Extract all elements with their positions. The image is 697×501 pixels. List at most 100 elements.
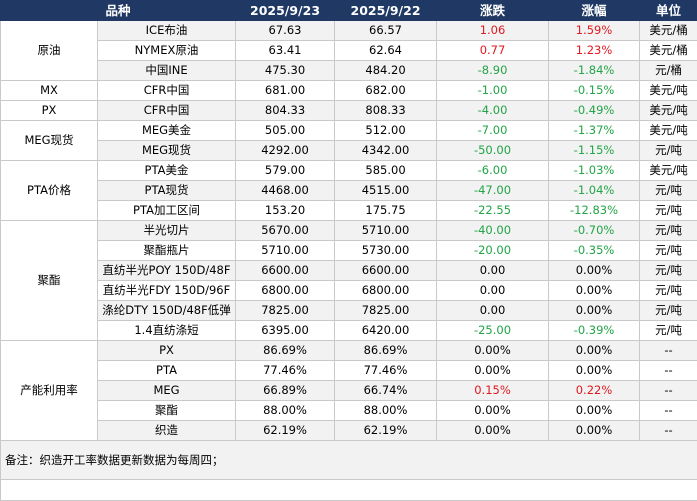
unit-cell: 元/吨 bbox=[640, 281, 697, 301]
value-date1-cell: 67.63 bbox=[236, 21, 335, 41]
item-cell: 聚酯 bbox=[98, 401, 236, 421]
header-product: 品种 bbox=[1, 1, 236, 21]
unit-cell: -- bbox=[640, 401, 697, 421]
header-row: 品种 2025/9/23 2025/9/22 涨跌 涨幅 单位 bbox=[1, 1, 697, 21]
category-cell: PX bbox=[1, 101, 98, 121]
value-date1-cell: 4468.00 bbox=[236, 181, 335, 201]
change-cell: 0.00% bbox=[437, 361, 549, 381]
header-unit: 单位 bbox=[640, 1, 697, 21]
value-date2-cell: 88.00% bbox=[335, 401, 437, 421]
change-pct-cell: -0.35% bbox=[549, 241, 640, 261]
unit-cell: -- bbox=[640, 341, 697, 361]
change-pct-cell: 0.00% bbox=[549, 281, 640, 301]
unit-cell: -- bbox=[640, 361, 697, 381]
value-date2-cell: 512.00 bbox=[335, 121, 437, 141]
unit-cell: 元/吨 bbox=[640, 201, 697, 221]
item-cell: ICE布油 bbox=[98, 21, 236, 41]
change-cell: 0.00 bbox=[437, 301, 549, 321]
change-cell: -4.00 bbox=[437, 101, 549, 121]
change-pct-cell: 0.00% bbox=[549, 421, 640, 441]
item-cell: CFR中国 bbox=[98, 101, 236, 121]
item-cell: 1.4直纺涤短 bbox=[98, 321, 236, 341]
change-pct-cell: -1.03% bbox=[549, 161, 640, 181]
value-date2-cell: 66.57 bbox=[335, 21, 437, 41]
change-pct-cell: 1.59% bbox=[549, 21, 640, 41]
category-cell: 产能利用率 bbox=[1, 341, 98, 441]
value-date2-cell: 7825.00 bbox=[335, 301, 437, 321]
item-cell: MEG美金 bbox=[98, 121, 236, 141]
header-date2: 2025/9/22 bbox=[335, 1, 437, 21]
change-pct-cell: -0.49% bbox=[549, 101, 640, 121]
change-cell: -20.00 bbox=[437, 241, 549, 261]
change-pct-cell: -12.83% bbox=[549, 201, 640, 221]
unit-cell: 美元/吨 bbox=[640, 121, 697, 141]
value-date1-cell: 153.20 bbox=[236, 201, 335, 221]
change-pct-cell: 0.00% bbox=[549, 301, 640, 321]
category-cell: PTA价格 bbox=[1, 161, 98, 221]
change-cell: -40.00 bbox=[437, 221, 549, 241]
item-cell: PTA美金 bbox=[98, 161, 236, 181]
unit-cell: 美元/吨 bbox=[640, 101, 697, 121]
item-cell: 中国INE bbox=[98, 61, 236, 81]
blank-cell bbox=[1, 480, 697, 501]
unit-cell: -- bbox=[640, 381, 697, 401]
unit-cell: 元/吨 bbox=[640, 141, 697, 161]
item-cell: 直纺半光FDY 150D/96F bbox=[98, 281, 236, 301]
value-date2-cell: 66.74% bbox=[335, 381, 437, 401]
unit-cell: 元/吨 bbox=[640, 301, 697, 321]
change-cell: 0.77 bbox=[437, 41, 549, 61]
category-cell: MEG现货 bbox=[1, 121, 98, 161]
unit-cell: 元/吨 bbox=[640, 181, 697, 201]
change-cell: 0.15% bbox=[437, 381, 549, 401]
change-cell: -22.55 bbox=[437, 201, 549, 221]
unit-cell: 元/吨 bbox=[640, 241, 697, 261]
change-cell: 0.00% bbox=[437, 341, 549, 361]
change-pct-cell: -1.15% bbox=[549, 141, 640, 161]
item-cell: PTA bbox=[98, 361, 236, 381]
item-cell: PX bbox=[98, 341, 236, 361]
header-change: 涨跌 bbox=[437, 1, 549, 21]
blank-row bbox=[1, 480, 697, 501]
unit-cell: 元/桶 bbox=[640, 61, 697, 81]
value-date1-cell: 88.00% bbox=[236, 401, 335, 421]
category-cell: MX bbox=[1, 81, 98, 101]
item-cell: 聚酯瓶片 bbox=[98, 241, 236, 261]
unit-cell: 美元/吨 bbox=[640, 161, 697, 181]
value-date2-cell: 77.46% bbox=[335, 361, 437, 381]
value-date1-cell: 5710.00 bbox=[236, 241, 335, 261]
change-cell: 0.00 bbox=[437, 261, 549, 281]
value-date2-cell: 4515.00 bbox=[335, 181, 437, 201]
item-cell: 直纺半光POY 150D/48F bbox=[98, 261, 236, 281]
unit-cell: -- bbox=[640, 421, 697, 441]
item-cell: MEG bbox=[98, 381, 236, 401]
value-date2-cell: 175.75 bbox=[335, 201, 437, 221]
item-cell: CFR中国 bbox=[98, 81, 236, 101]
value-date2-cell: 484.20 bbox=[335, 61, 437, 81]
value-date1-cell: 6800.00 bbox=[236, 281, 335, 301]
unit-cell: 美元/桶 bbox=[640, 21, 697, 41]
value-date2-cell: 4342.00 bbox=[335, 141, 437, 161]
item-cell: 半光切片 bbox=[98, 221, 236, 241]
change-pct-cell: -0.15% bbox=[549, 81, 640, 101]
change-pct-cell: 0.00% bbox=[549, 361, 640, 381]
change-cell: -25.00 bbox=[437, 321, 549, 341]
unit-cell: 元/吨 bbox=[640, 321, 697, 341]
value-date1-cell: 579.00 bbox=[236, 161, 335, 181]
change-pct-cell: 1.23% bbox=[549, 41, 640, 61]
value-date2-cell: 585.00 bbox=[335, 161, 437, 181]
change-cell: -50.00 bbox=[437, 141, 549, 161]
header-date1: 2025/9/23 bbox=[236, 1, 335, 21]
